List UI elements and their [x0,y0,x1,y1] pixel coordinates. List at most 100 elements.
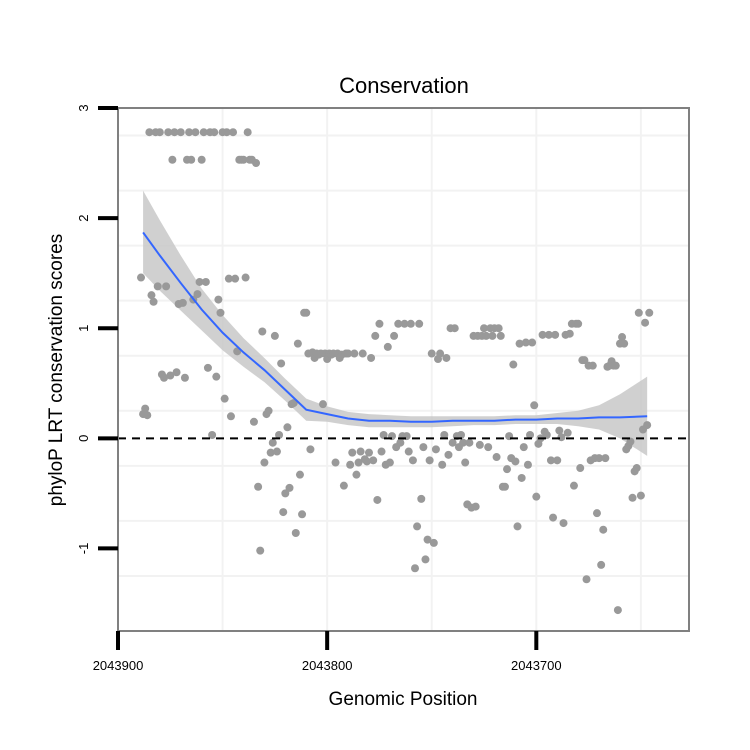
data-point [427,349,436,358]
data-point [185,128,194,137]
data-point [160,373,169,382]
data-point [632,464,641,473]
data-point [193,290,202,299]
data-point [331,458,340,467]
data-point [364,448,373,457]
data-point [147,291,156,300]
data-point [526,431,535,440]
data-point [482,331,491,340]
data-point [530,401,539,410]
data-point [178,298,187,307]
data-point [143,411,152,420]
data-point [611,361,620,370]
data-point [339,481,348,490]
data-point [390,331,399,340]
data-point [239,155,248,164]
data-point [191,128,200,137]
data-point [450,324,459,333]
data-point [484,443,493,452]
data-point [241,273,250,282]
data-point [226,412,235,421]
data-point [457,431,466,440]
data-point [208,431,217,440]
data-point [475,440,484,449]
data-point [260,458,269,467]
data-point [417,494,426,503]
data-point [385,458,394,467]
data-point [509,360,518,369]
data-point [444,450,453,459]
data-point [379,431,388,440]
data-point [377,447,386,456]
data-point [222,128,231,137]
data-point [597,560,606,569]
data-point [352,470,361,479]
data-point [318,400,327,409]
data-point [431,445,440,454]
data-point [358,349,367,358]
data-point [224,274,233,283]
data-point [517,473,526,482]
data-point [500,482,509,491]
data-point [620,339,629,348]
data-point [350,349,359,358]
data-point [214,295,223,304]
data-point [272,447,281,456]
data-point [216,308,225,317]
data-point [212,372,221,381]
x-tick-label: 2043800 [302,658,353,673]
data-point [565,329,574,338]
data-point [421,555,430,564]
data-point [275,431,284,440]
panel-border [117,107,690,632]
x-axis-title: Genomic Position [329,689,478,710]
data-point [369,456,378,465]
data-point [162,282,171,291]
data-point [492,453,501,462]
data-point [480,324,489,333]
data-point [281,489,290,498]
data-point [400,319,409,328]
data-point [641,318,650,327]
data-point [544,330,553,339]
data-point [137,273,146,282]
data-point [528,338,537,347]
data-point [302,308,311,317]
data-point [180,373,189,382]
data-point [488,331,497,340]
data-point [563,428,572,437]
data-point [268,438,277,447]
data-point [588,361,597,370]
data-point [252,159,261,168]
data-point [373,495,382,504]
data-point [415,319,424,328]
data-point [220,394,229,403]
data-point [599,525,608,534]
data-point [645,308,654,317]
data-point [295,470,304,479]
y-tick-label: 2 [76,214,91,221]
data-point [164,128,173,137]
data-point [471,502,480,511]
y-tick-label: 0 [76,435,91,442]
data-point [168,155,177,164]
data-point [538,330,547,339]
data-point [461,458,470,467]
data-point [580,356,589,365]
data-point [532,492,541,501]
data-point [371,331,380,340]
data-point [419,443,428,452]
data-point [195,277,204,286]
data-point [293,339,302,348]
data-point [306,445,315,454]
data-point [592,509,601,518]
data-point [546,456,555,465]
data-point [396,438,405,447]
data-point [394,319,403,328]
axes: -1 0 1 2 3 2043900 2043800 2043700 [76,104,562,673]
data-point [442,353,451,362]
data-point [408,456,417,465]
y-tick-label: -1 [76,543,91,555]
data-point [459,438,468,447]
data-point [344,349,353,358]
